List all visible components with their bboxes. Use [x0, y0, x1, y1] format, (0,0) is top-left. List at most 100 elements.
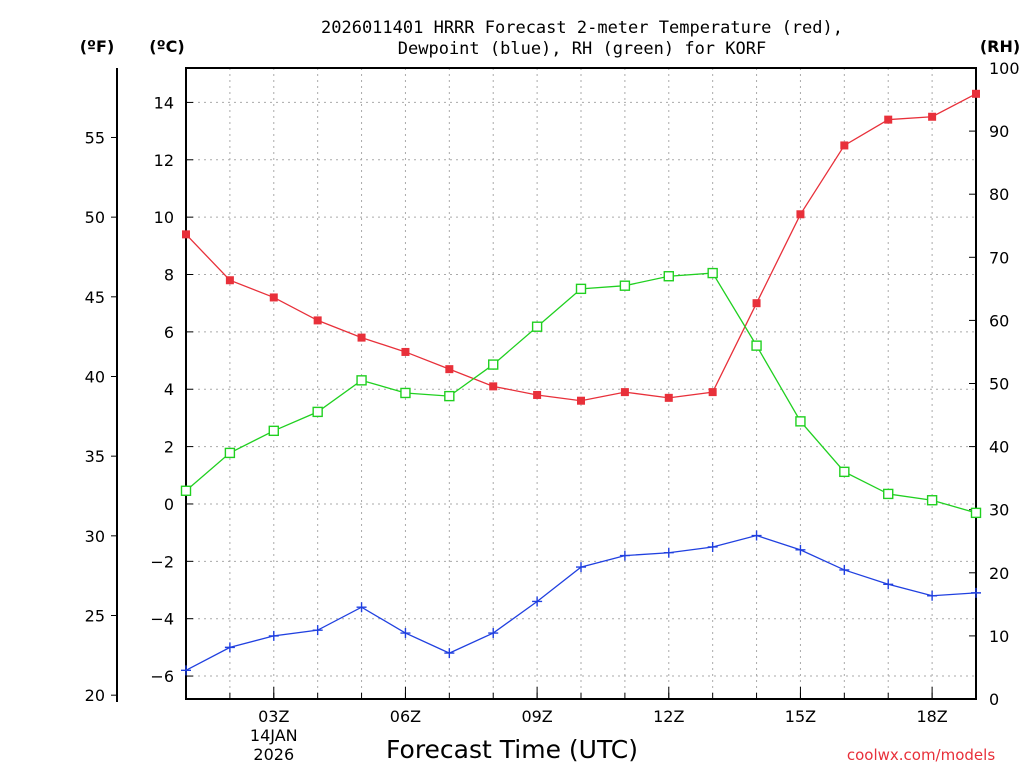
- celsius-tick-label: −2: [150, 552, 174, 571]
- rh-unit-label: (RH): [980, 37, 1020, 56]
- series-line-2-meter-temperature: [185, 93, 977, 402]
- chart-title-line-1: 2026011401 HRRR Forecast 2-meter Tempera…: [321, 18, 843, 38]
- data-point-rh: [356, 375, 367, 386]
- fahrenheit-unit-label: (ºF): [80, 37, 115, 56]
- x-tick-label: 06Z: [390, 707, 421, 726]
- data-point-2-meter-temperature: [796, 210, 805, 219]
- data-point-dewpoint: [751, 530, 762, 541]
- rh-tick-label: 100: [989, 59, 1020, 78]
- data-point-rh: [707, 267, 718, 279]
- data-point-dewpoint: [224, 642, 235, 653]
- data-point-rh: [839, 466, 850, 478]
- fahrenheit-tick-label: 55: [85, 128, 105, 147]
- data-point-dewpoint: [663, 547, 674, 558]
- fahrenheit-tick-label: 20: [85, 686, 105, 705]
- rh-tick-label: 90: [989, 122, 1009, 141]
- fahrenheit-tick-label: 30: [85, 527, 105, 546]
- data-point-rh: [883, 488, 894, 500]
- data-point-dewpoint: [312, 625, 323, 636]
- celsius-tick-label: −4: [150, 610, 174, 629]
- data-point-rh: [970, 507, 982, 519]
- data-point-dewpoint: [356, 602, 367, 613]
- data-point-dewpoint: [707, 541, 718, 552]
- data-point-2-meter-temperature: [972, 89, 980, 98]
- data-point-rh: [531, 321, 543, 332]
- data-point-rh: [268, 425, 279, 437]
- series-2-meter-temperature: [182, 89, 980, 405]
- data-point-2-meter-temperature: [577, 396, 585, 405]
- data-point-2-meter-temperature: [313, 316, 322, 325]
- data-point-rh: [488, 359, 499, 370]
- data-point-dewpoint: [532, 596, 543, 607]
- data-point-2-meter-temperature: [620, 388, 629, 397]
- data-point-dewpoint: [400, 628, 411, 639]
- data-point-rh: [926, 495, 938, 506]
- rh-tick-label: 0: [989, 690, 999, 709]
- data-point-2-meter-temperature: [269, 293, 278, 302]
- data-point-dewpoint: [927, 590, 938, 601]
- plot-frame: [185, 67, 977, 700]
- data-point-rh: [312, 406, 323, 418]
- celsius-tick-label: −6: [150, 667, 174, 686]
- data-point-2-meter-temperature: [401, 347, 410, 356]
- data-point-dewpoint: [444, 648, 455, 659]
- data-point-rh: [751, 340, 762, 351]
- credit-text: coolwx.com/models: [847, 746, 995, 764]
- data-series: [180, 89, 982, 676]
- chart-title-line-2: Dewpoint (blue), RH (green) for KORF: [398, 39, 766, 59]
- series-rh: [180, 267, 982, 519]
- fahrenheit-tick-label: 25: [85, 607, 105, 626]
- fahrenheit-tick-label: 50: [85, 208, 105, 227]
- data-point-dewpoint: [268, 630, 279, 641]
- rh-tick-label: 70: [989, 248, 1009, 267]
- rh-tick-label: 50: [989, 375, 1009, 394]
- fahrenheit-tick-label: 40: [85, 367, 105, 386]
- data-point-dewpoint: [181, 665, 191, 676]
- data-point-2-meter-temperature: [489, 382, 498, 391]
- rh-tick-label: 10: [989, 627, 1009, 646]
- data-point-rh: [180, 485, 192, 496]
- celsius-tick-label: 4: [164, 380, 174, 399]
- data-point-2-meter-temperature: [884, 115, 893, 124]
- rh-tick-label: 80: [989, 185, 1009, 204]
- celsius-tick-label: 6: [164, 323, 174, 342]
- x-tick-label: 18Z: [916, 707, 947, 726]
- celsius-unit-label: (ºC): [149, 37, 184, 56]
- date-label-line: 14JAN: [250, 726, 298, 745]
- series-dewpoint: [181, 530, 981, 676]
- data-point-dewpoint: [619, 550, 630, 561]
- date-label-line: 2026: [253, 745, 294, 764]
- fahrenheit-tick-label: 45: [85, 288, 105, 307]
- data-point-dewpoint: [795, 544, 806, 555]
- data-point-dewpoint: [883, 579, 894, 590]
- celsius-tick-label: 0: [164, 495, 174, 514]
- rh-tick-label: 60: [989, 311, 1009, 330]
- data-point-rh: [224, 447, 236, 459]
- celsius-tick-label: 8: [164, 266, 174, 285]
- rh-tick-label: 30: [989, 501, 1009, 520]
- data-point-2-meter-temperature: [752, 299, 761, 308]
- data-point-dewpoint: [488, 628, 499, 639]
- celsius-tick-label: 10: [154, 208, 174, 227]
- fahrenheit-tick-label: 35: [85, 447, 105, 466]
- data-point-2-meter-temperature: [664, 393, 673, 402]
- data-point-dewpoint: [576, 562, 586, 573]
- celsius-tick-label: 14: [154, 93, 174, 112]
- data-point-rh: [619, 280, 631, 291]
- axes: −6 −4 −2 0 2 4 6 8 10 12 14 20 25 30 35 40 45 50 55 0 10 20 30…: [85, 59, 1020, 764]
- data-point-2-meter-temperature: [928, 112, 937, 121]
- grid-lines: [185, 68, 977, 699]
- data-point-dewpoint: [971, 587, 981, 598]
- data-point-2-meter-temperature: [182, 230, 190, 239]
- data-point-2-meter-temperature: [533, 390, 542, 399]
- data-point-2-meter-temperature: [357, 333, 366, 342]
- data-point-dewpoint: [839, 564, 850, 575]
- data-point-rh: [663, 271, 674, 282]
- x-tick-label: 15Z: [785, 707, 816, 726]
- rh-tick-label: 40: [989, 438, 1009, 457]
- x-tick-label: 03Z: [258, 707, 289, 726]
- data-point-rh: [795, 416, 806, 427]
- data-point-rh: [400, 387, 411, 399]
- x-tick-label: 09Z: [521, 707, 552, 726]
